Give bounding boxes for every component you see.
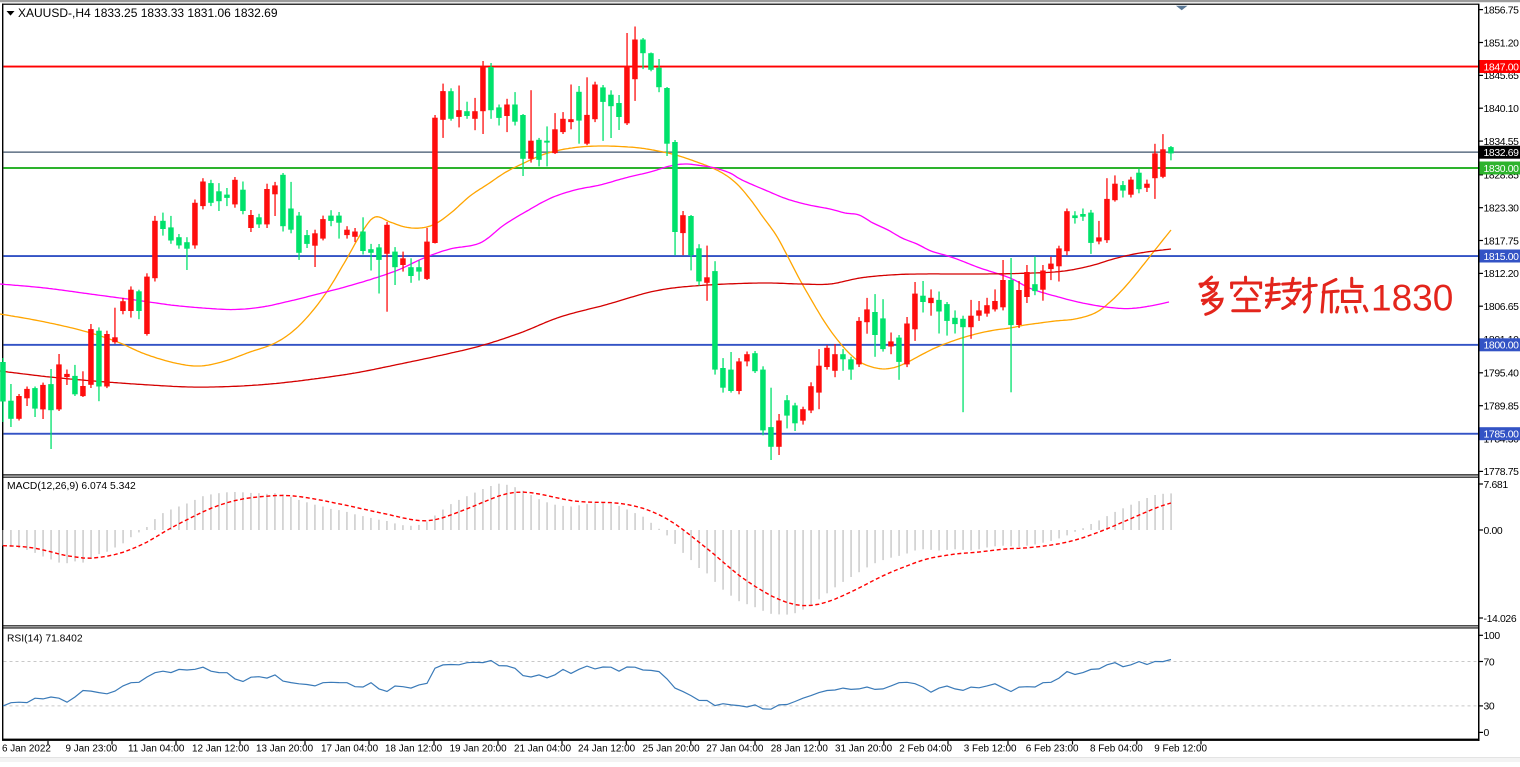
svg-text:11 Jan 04:00: 11 Jan 04:00 [128, 744, 185, 755]
svg-text:1823.30: 1823.30 [1484, 204, 1520, 215]
svg-text:17 Jan 04:00: 17 Jan 04:00 [321, 744, 379, 755]
svg-text:9 Jan 23:00: 9 Jan 23:00 [66, 744, 118, 755]
svg-text:24 Jan 12:00: 24 Jan 12:00 [578, 744, 636, 755]
svg-text:1795.40: 1795.40 [1484, 369, 1520, 380]
svg-text:1800.00: 1800.00 [1484, 341, 1520, 352]
svg-text:1815.00: 1815.00 [1484, 252, 1520, 263]
svg-text:1847.00: 1847.00 [1484, 62, 1520, 73]
svg-text:1851.20: 1851.20 [1484, 38, 1520, 49]
svg-text:31 Jan 20:00: 31 Jan 20:00 [835, 744, 893, 755]
svg-text:6 Jan 2022: 6 Jan 2022 [2, 744, 51, 755]
svg-text:30: 30 [1484, 702, 1495, 713]
svg-text:1840.10: 1840.10 [1484, 104, 1520, 115]
svg-text:19 Jan 20:00: 19 Jan 20:00 [450, 744, 508, 755]
svg-text:2 Feb 04:00: 2 Feb 04:00 [899, 744, 952, 755]
svg-text:1832.69: 1832.69 [1484, 148, 1520, 159]
svg-text:MACD(12,26,9) 6.074 5.342: MACD(12,26,9) 6.074 5.342 [7, 481, 136, 492]
svg-text:27 Jan 04:00: 27 Jan 04:00 [706, 744, 764, 755]
svg-text:12 Jan 12:00: 12 Jan 12:00 [192, 744, 250, 755]
svg-text:21 Jan 04:00: 21 Jan 04:00 [514, 744, 572, 755]
svg-text:0: 0 [1484, 728, 1490, 739]
svg-text:0.00: 0.00 [1484, 526, 1503, 537]
svg-text:1856.75: 1856.75 [1484, 5, 1520, 16]
svg-text:28 Jan 12:00: 28 Jan 12:00 [771, 744, 829, 755]
svg-text:9 Feb 12:00: 9 Feb 12:00 [1154, 744, 1207, 755]
svg-text:1830.00: 1830.00 [1484, 164, 1520, 175]
svg-text:1789.85: 1789.85 [1484, 402, 1520, 413]
svg-text:1785.00: 1785.00 [1484, 430, 1520, 441]
svg-text:8 Feb 04:00: 8 Feb 04:00 [1090, 744, 1143, 755]
svg-text:100: 100 [1484, 631, 1501, 642]
svg-text:13 Jan 20:00: 13 Jan 20:00 [256, 744, 314, 755]
svg-text:1817.75: 1817.75 [1484, 236, 1520, 247]
svg-text:1778.75: 1778.75 [1484, 467, 1520, 478]
svg-text:3 Feb 12:00: 3 Feb 12:00 [964, 744, 1017, 755]
svg-text:1806.65: 1806.65 [1484, 302, 1520, 313]
svg-text:70: 70 [1484, 657, 1495, 668]
svg-text:7.681: 7.681 [1484, 480, 1509, 491]
svg-text:-14.026: -14.026 [1484, 614, 1517, 625]
svg-text:1830: 1830 [1371, 278, 1453, 319]
svg-text:6 Feb 23:00: 6 Feb 23:00 [1026, 744, 1079, 755]
svg-text:18 Jan 12:00: 18 Jan 12:00 [385, 744, 443, 755]
svg-text:25 Jan 20:00: 25 Jan 20:00 [643, 744, 701, 755]
svg-text:1812.20: 1812.20 [1484, 269, 1520, 280]
svg-text:RSI(14) 71.8402: RSI(14) 71.8402 [7, 634, 83, 645]
svg-text:XAUUSD-,H4 1833.25 1833.33 18: XAUUSD-,H4 1833.25 1833.33 1831.06 1832.… [18, 6, 278, 20]
